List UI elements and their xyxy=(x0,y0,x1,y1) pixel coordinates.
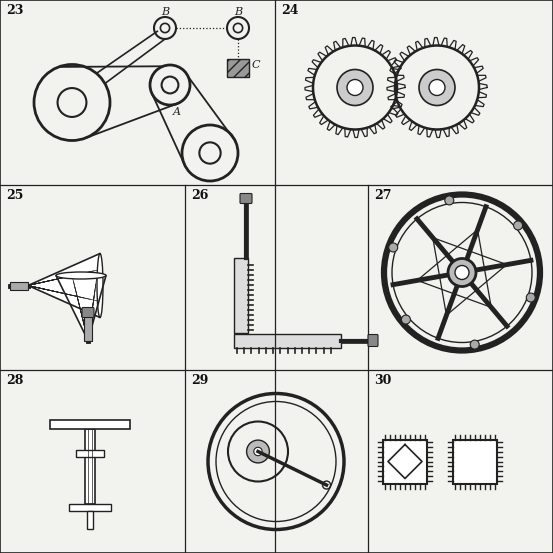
Polygon shape xyxy=(388,445,422,478)
Polygon shape xyxy=(28,253,100,317)
Text: B: B xyxy=(234,7,242,17)
Circle shape xyxy=(472,458,478,465)
Bar xyxy=(453,440,497,483)
Ellipse shape xyxy=(56,272,106,279)
Bar xyxy=(87,511,93,529)
Circle shape xyxy=(445,196,454,205)
Text: 30: 30 xyxy=(374,374,392,387)
Text: C: C xyxy=(252,60,260,70)
Circle shape xyxy=(389,243,398,252)
FancyBboxPatch shape xyxy=(82,307,94,317)
Bar xyxy=(227,59,249,77)
Circle shape xyxy=(448,258,476,286)
FancyBboxPatch shape xyxy=(368,335,378,347)
Bar xyxy=(69,504,111,511)
Circle shape xyxy=(470,340,479,349)
Bar xyxy=(10,281,28,290)
Circle shape xyxy=(526,293,535,302)
Bar xyxy=(227,59,249,77)
Bar xyxy=(85,429,95,504)
Bar xyxy=(76,450,104,456)
FancyBboxPatch shape xyxy=(240,194,252,204)
Circle shape xyxy=(468,455,482,468)
Circle shape xyxy=(347,80,363,96)
Text: 29: 29 xyxy=(191,374,208,387)
Circle shape xyxy=(254,447,262,456)
Text: A: A xyxy=(173,107,181,117)
Bar xyxy=(383,440,427,483)
Circle shape xyxy=(429,80,445,96)
Circle shape xyxy=(419,70,455,106)
Bar xyxy=(234,333,341,347)
Text: 23: 23 xyxy=(6,4,23,17)
Text: 27: 27 xyxy=(374,189,392,202)
Ellipse shape xyxy=(97,253,103,317)
Polygon shape xyxy=(56,275,106,341)
Circle shape xyxy=(247,440,269,463)
Bar xyxy=(50,420,130,429)
Text: 28: 28 xyxy=(6,374,23,387)
Text: 24: 24 xyxy=(281,4,299,17)
Bar xyxy=(234,258,248,332)
Bar xyxy=(84,312,92,341)
Text: 26: 26 xyxy=(191,189,208,202)
Circle shape xyxy=(401,315,410,324)
Text: B: B xyxy=(161,7,169,17)
Text: 25: 25 xyxy=(6,189,23,202)
Circle shape xyxy=(455,265,469,279)
Circle shape xyxy=(337,70,373,106)
Circle shape xyxy=(514,221,523,230)
